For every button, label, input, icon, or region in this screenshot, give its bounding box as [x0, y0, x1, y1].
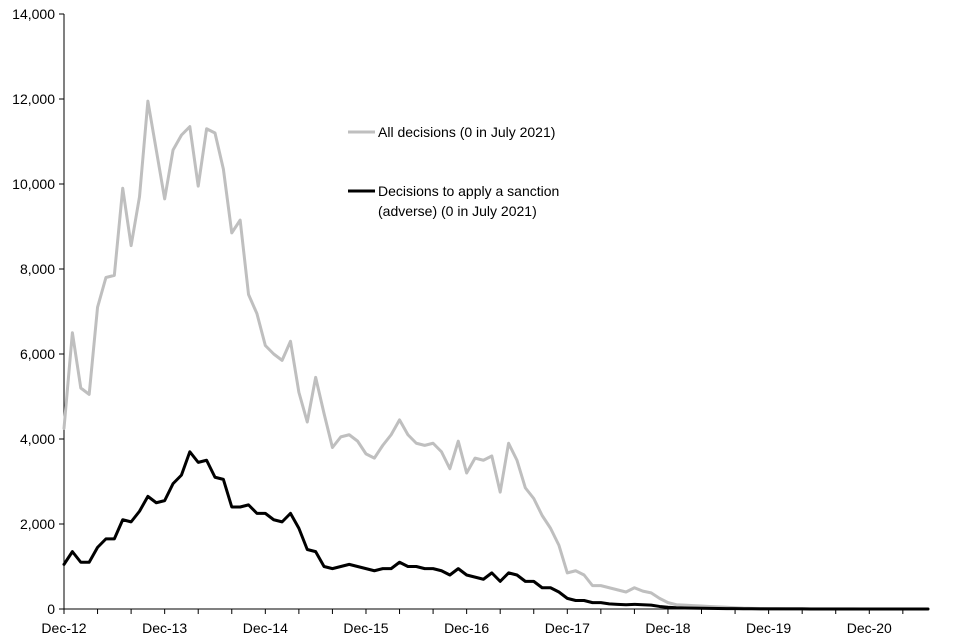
series-line-adverse-decisions	[62, 450, 930, 611]
y-axis-ticks: 0 2,000 4,000 6,000 8,000 10,000 12,000 14,000	[12, 6, 64, 617]
x-tick-label: Dec-15	[343, 620, 388, 636]
y-tick-label: 10,000	[12, 176, 55, 192]
x-tick-label: Dec-17	[545, 620, 590, 636]
x-tick-label: Dec-14	[243, 620, 288, 636]
x-tick-label: Dec-18	[645, 620, 690, 636]
series-lines	[62, 99, 930, 611]
x-tick-label: Dec-13	[142, 620, 187, 636]
x-tick-label: Dec-16	[444, 620, 489, 636]
y-tick-label: 14,000	[12, 6, 55, 22]
legend: All decisions (0 in July 2021) Decisions …	[348, 124, 559, 219]
x-tick-label: Dec-20	[847, 620, 892, 636]
series-line-all-decisions	[62, 99, 930, 611]
y-tick-label: 0	[47, 601, 55, 617]
x-tick-label: Dec-12	[41, 620, 86, 636]
y-tick-label: 6,000	[20, 346, 55, 362]
legend-label: (adverse) (0 in July 2021)	[378, 203, 537, 219]
legend-label: All decisions (0 in July 2021)	[378, 124, 555, 140]
y-tick-label: 2,000	[20, 516, 55, 532]
legend-label: Decisions to apply a sanction	[378, 183, 559, 199]
y-tick-label: 12,000	[12, 91, 55, 107]
x-axis-ticks: Dec-12 Dec-13 Dec-14 Dec-15 Dec-16 Dec-17 Dec-…	[41, 609, 904, 636]
y-tick-label: 8,000	[20, 261, 55, 277]
y-tick-label: 4,000	[20, 431, 55, 447]
axes	[63, 14, 928, 610]
x-tick-label: Dec-19	[746, 620, 791, 636]
